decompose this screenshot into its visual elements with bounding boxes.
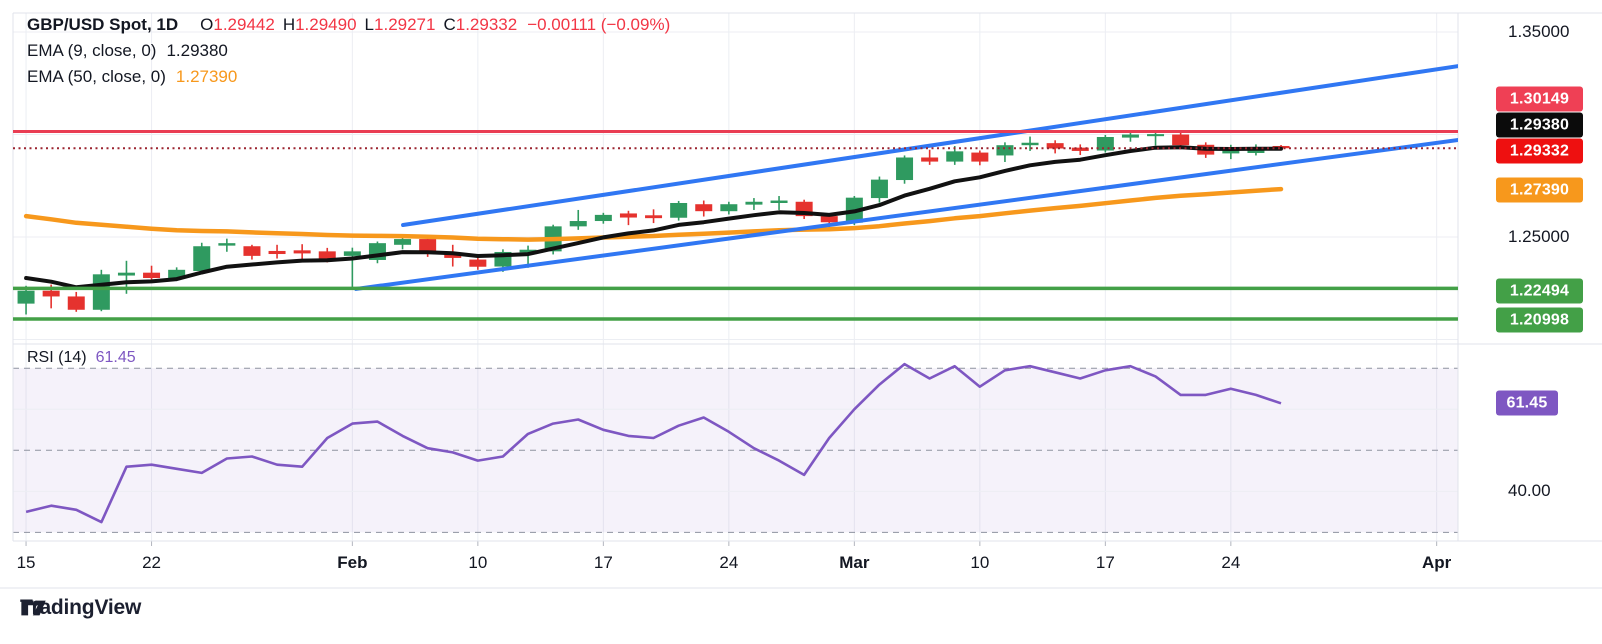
time-axis-label: 15 xyxy=(16,553,36,572)
time-axis-label: Apr xyxy=(1422,553,1452,572)
price-axis-label: 1.35000 xyxy=(1508,22,1570,42)
candlestick-series xyxy=(17,131,1290,315)
time-axis-label: 17 xyxy=(1095,553,1115,572)
chart-legend: GBP/USD Spot, 1D O1.29442 H1.29490 L1.29271… xyxy=(27,12,670,90)
rsi-label: RSI (14) xyxy=(27,349,87,366)
open-label: O xyxy=(200,15,214,34)
low-label: L xyxy=(364,15,375,34)
price-axis-label: 1.25000 xyxy=(1508,227,1570,246)
legend-ema9-row: EMA (9, close, 0) 1.29380 xyxy=(27,38,670,64)
legend-symbol-row: GBP/USD Spot, 1D O1.29442 H1.29490 L1.29271… xyxy=(27,12,670,38)
time-axis-label: 17 xyxy=(593,553,613,572)
change-value: −0.00111 (−0.09%) xyxy=(527,15,671,34)
low-value: 1.29271 xyxy=(374,15,436,34)
time-axis-label: Feb xyxy=(337,553,368,572)
price-axis-badge: 1.22494 xyxy=(1496,278,1583,304)
rsi-legend: RSI (14) 61.45 xyxy=(27,346,136,370)
rsi-axis-label: 40.00 xyxy=(1508,481,1551,501)
legend-ema50-row: EMA (50, close, 0) 1.27390 xyxy=(27,64,670,90)
time-axis-label: 22 xyxy=(142,553,162,572)
rsi-line xyxy=(25,362,1282,524)
price-axis-badge: 1.27390 xyxy=(1496,177,1583,203)
close-value: 1.29332 xyxy=(455,15,518,34)
time-axis-label: 10 xyxy=(468,553,488,572)
ema50-value: 1.27390 xyxy=(175,67,238,86)
price-axis-badge: 1.20998 xyxy=(1496,307,1583,333)
tradingview-attribution[interactable]: TradingView xyxy=(20,596,141,620)
high-value: 1.29490 xyxy=(295,15,357,34)
tradingview-logo-icon xyxy=(21,600,46,616)
trend-channel xyxy=(354,64,1458,291)
time-axis-label: 10 xyxy=(970,553,990,572)
ema9-line xyxy=(24,145,1283,290)
rsi-axis-badge: 61.45 xyxy=(1496,390,1558,416)
close-label: C xyxy=(443,15,456,34)
time-axis-label: 24 xyxy=(719,553,739,572)
price-axis-badge: 1.29380 xyxy=(1496,112,1583,138)
open-value: 1.29442 xyxy=(213,15,275,34)
ema50-label: EMA (50, close, 0) xyxy=(27,67,166,86)
ema50-line xyxy=(23,186,1284,242)
time-axis-label: 24 xyxy=(1221,553,1241,572)
ema9-label: EMA (9, close, 0) xyxy=(27,41,157,60)
ema9-value: 1.29380 xyxy=(166,41,228,60)
time-axis-label: Mar xyxy=(839,553,870,572)
price-axis-badge: 1.29332 xyxy=(1496,138,1583,164)
high-label: H xyxy=(282,15,296,34)
rsi-value: 61.45 xyxy=(95,349,136,366)
tradingview-logo-text: TradingView xyxy=(20,596,142,619)
price-axis-badge: 1.30149 xyxy=(1496,86,1583,112)
symbol-title: GBP/USD Spot, 1D xyxy=(27,15,179,34)
